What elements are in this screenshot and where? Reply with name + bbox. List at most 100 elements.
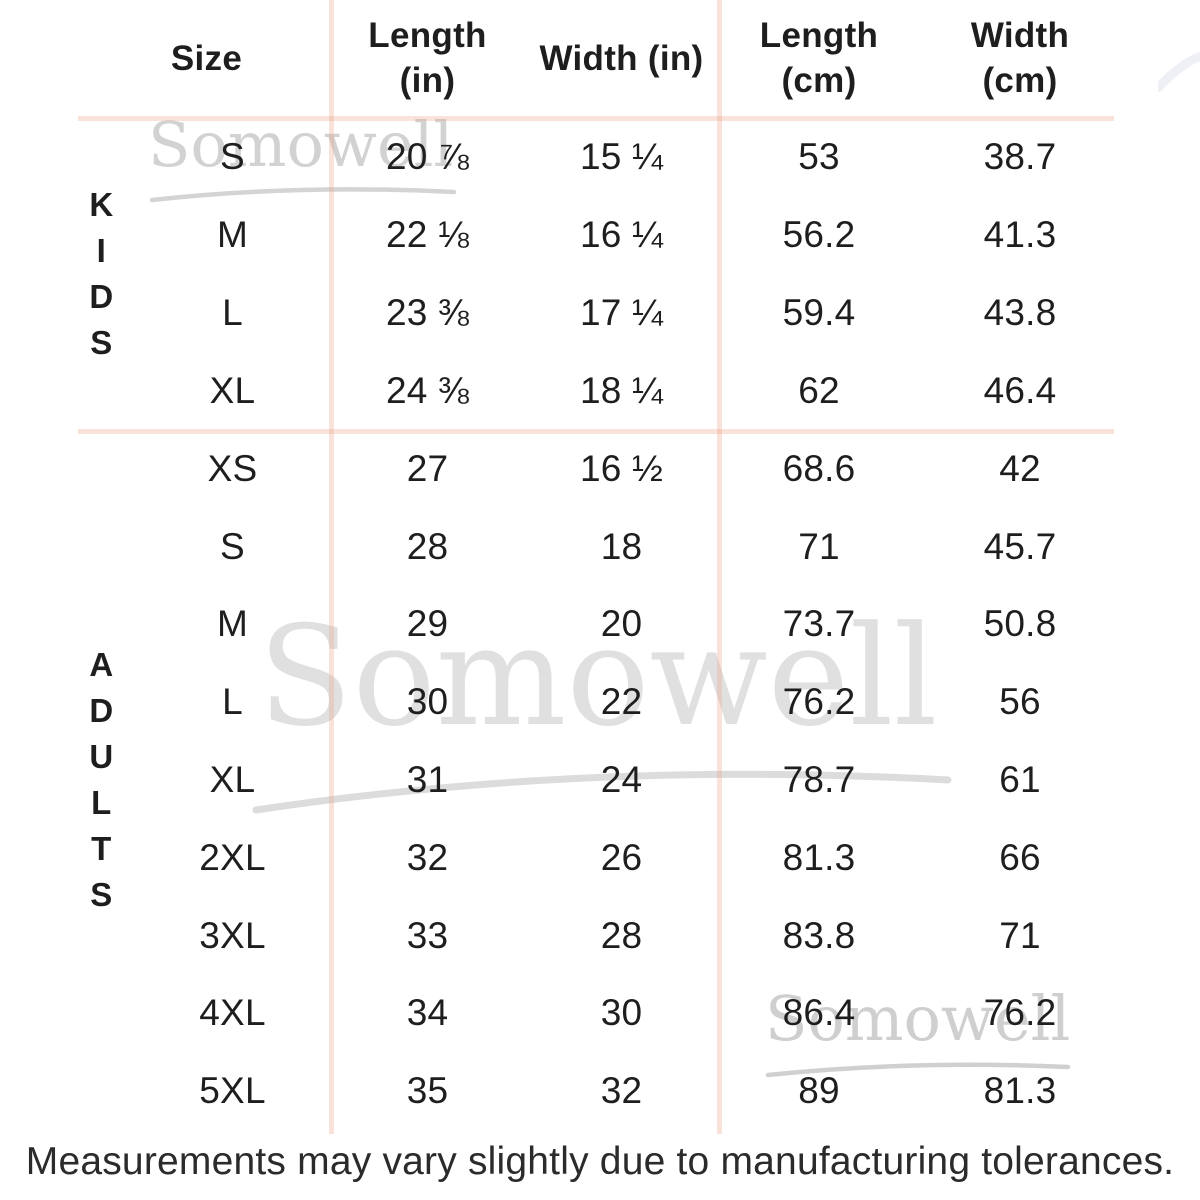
cell-width-cm: 38.7 — [983, 136, 1057, 177]
cell-length-cm: 83.8 — [782, 914, 856, 956]
group-adults: A D U L T S XS 27 16 ½ 68.6 42 S 28 18 7… — [0, 430, 1120, 1130]
cell-width-cm: 45.7 — [983, 525, 1057, 567]
cell-length-in: 29 — [406, 603, 449, 645]
table-row: S 28 18 71 45.7 — [0, 508, 1120, 586]
row-size-label: S — [220, 136, 245, 177]
watermark-swoosh-icon — [252, 770, 952, 814]
watermark-swoosh-icon — [765, 1062, 1071, 1078]
cell-length-cm: 68.6 — [782, 447, 856, 489]
table-row: M 29 20 73.7 50.8 — [0, 586, 1120, 664]
cell-length-in: 33 — [406, 914, 449, 956]
cell-width-cm: 81.3 — [983, 1070, 1057, 1112]
row-size-label: M — [216, 214, 249, 255]
row-size-label: L — [222, 292, 243, 333]
col-header-length-cm: Length (cm) — [759, 16, 879, 100]
cell-length-in: 34 — [406, 992, 449, 1034]
table-row: L 23 ⅜ 17 ¼ 59.4 43.8 — [0, 274, 1120, 352]
cell-length-in: 22 ⅛ — [385, 214, 470, 255]
table-header-row: Size Length (in) Width (in) Length (cm) … — [0, 0, 1120, 118]
cell-length-in: 30 — [406, 681, 449, 723]
cell-length-in: 20 ⅞ — [385, 136, 470, 177]
table-row: XS 27 16 ½ 68.6 42 — [0, 430, 1120, 508]
footer-note: Measurements may vary slightly due to ma… — [25, 1140, 1175, 1183]
group-label-adults: A D U L T S — [89, 646, 114, 914]
table-row: L 30 22 76.2 56 — [0, 663, 1120, 741]
cell-width-in: 18 ¼ — [579, 370, 664, 411]
cell-width-in: 24 — [600, 759, 643, 801]
watermark-text: Somowell — [148, 108, 454, 181]
cell-width-cm: 42 — [999, 447, 1041, 489]
cell-length-cm: 56.2 — [782, 214, 856, 255]
cell-length-cm: 71 — [798, 525, 840, 567]
table-row: M 22 ⅛ 16 ¼ 56.2 41.3 — [0, 196, 1120, 274]
watermark-text: Somowell — [765, 982, 1071, 1055]
cell-width-in: 26 — [600, 836, 643, 878]
grid-line-group-separator — [78, 429, 1114, 434]
cell-width-cm: 50.8 — [983, 603, 1057, 645]
cell-width-in: 20 — [600, 603, 643, 645]
watermark-swoosh-partial-icon — [1158, 52, 1200, 93]
table-row: S 20 ⅞ 15 ¼ 53 38.7 — [0, 118, 1120, 196]
group-kids: K I D S S 20 ⅞ 15 ¼ 53 38.7 M 22 ⅛ 16 ¼ … — [0, 118, 1120, 430]
table-row: 4XL 34 30 86.4 76.2 — [0, 975, 1120, 1053]
cell-length-in: 35 — [406, 1070, 449, 1112]
cell-length-in: 28 — [406, 525, 449, 567]
group-label-kids: K I D S — [89, 186, 114, 361]
cell-length-cm: 62 — [798, 370, 840, 411]
cell-width-cm: 46.4 — [983, 370, 1057, 411]
cell-width-in: 15 ¼ — [579, 136, 664, 177]
watermark-text: Somowell — [258, 596, 938, 757]
cell-width-in: 22 — [600, 681, 643, 723]
row-size-label: XL — [209, 370, 256, 411]
row-size-label: S — [220, 525, 245, 567]
col-header-size: Size — [170, 38, 243, 78]
table-row: 5XL 35 32 89 81.3 — [0, 1052, 1120, 1130]
cell-length-cm: 53 — [798, 136, 840, 177]
watermark-swoosh-icon — [149, 187, 457, 203]
col-header-width-in: Width (in) — [539, 38, 704, 78]
cell-length-in: 27 — [406, 447, 449, 489]
col-header-length-in: Length (in) — [368, 16, 487, 100]
grid-line-vertical-left — [329, 0, 334, 1134]
table-row: 2XL 32 26 81.3 66 — [0, 819, 1120, 897]
cell-width-cm: 71 — [999, 914, 1041, 956]
cell-width-in: 16 ½ — [579, 447, 664, 489]
cell-width-cm: 66 — [999, 836, 1041, 878]
cell-width-cm: 76.2 — [983, 992, 1057, 1034]
watermark-somowell-middle: Somowell — [252, 596, 952, 818]
cell-width-in: 17 ¼ — [579, 292, 664, 333]
table-row: XL 24 ⅜ 18 ¼ 62 46.4 — [0, 352, 1120, 430]
cell-length-cm: 89 — [798, 1070, 840, 1112]
table-row: XL 31 24 78.7 61 — [0, 741, 1120, 819]
cell-width-in: 16 ¼ — [579, 214, 664, 255]
size-table: Size Length (in) Width (in) Length (cm) … — [0, 0, 1120, 1130]
col-header-width-cm: Width (cm) — [970, 16, 1070, 100]
grid-line-vertical-right — [717, 0, 722, 1134]
table-row: 3XL 33 28 83.8 71 — [0, 897, 1120, 975]
cell-width-in: 30 — [600, 992, 643, 1034]
cell-width-cm: 61 — [999, 759, 1041, 801]
cell-width-cm: 41.3 — [983, 214, 1057, 255]
cell-length-in: 24 ⅜ — [385, 370, 470, 411]
cell-length-cm: 59.4 — [782, 292, 856, 333]
cell-length-cm: 73.7 — [782, 603, 856, 645]
cell-length-in: 23 ⅜ — [385, 292, 470, 333]
row-size-label: M — [216, 603, 249, 645]
cell-width-cm: 56 — [999, 681, 1041, 723]
cell-length-cm: 78.7 — [782, 759, 856, 801]
row-size-label: 3XL — [199, 914, 266, 956]
cell-width-cm: 43.8 — [983, 292, 1057, 333]
cell-length-cm: 86.4 — [782, 992, 856, 1034]
cell-length-in: 32 — [406, 836, 449, 878]
cell-width-in: 32 — [600, 1070, 643, 1112]
row-size-label: XS — [207, 447, 258, 489]
cell-length-cm: 81.3 — [782, 836, 856, 878]
row-size-label: 5XL — [199, 1070, 266, 1112]
grid-line-header-separator — [78, 116, 1114, 121]
cell-length-cm: 76.2 — [782, 681, 856, 723]
cell-width-in: 28 — [600, 914, 643, 956]
watermark-somowell-bottom: Somowell — [765, 988, 1071, 1082]
row-size-label: 2XL — [199, 836, 266, 878]
watermark-somowell-top: Somowell — [148, 114, 458, 206]
